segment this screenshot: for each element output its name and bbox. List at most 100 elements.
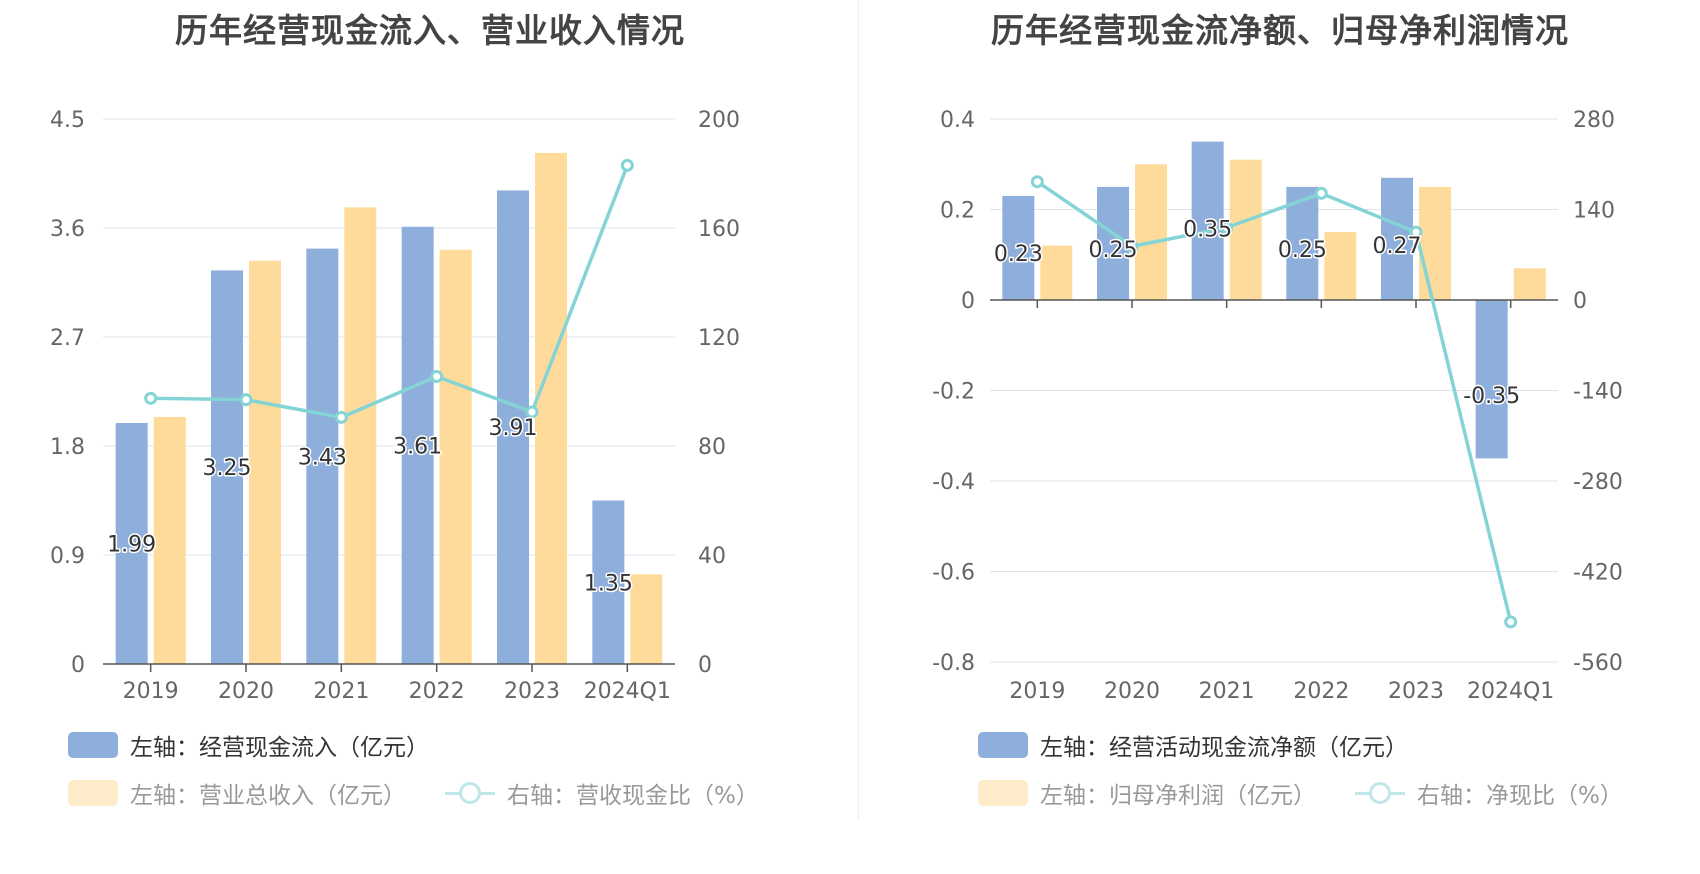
- legend-swatch-blue: [978, 732, 1028, 758]
- bar-cash-inflow-2019: [115, 422, 148, 664]
- bar-net-cash-2024Q1: [1475, 300, 1508, 459]
- line-point-2022: [430, 370, 444, 384]
- left-axis-tick-label: 4.5: [50, 108, 85, 133]
- chart-title: 历年经营现金流净额、归母净利润情况: [991, 11, 1569, 50]
- legend-label: 右轴：营收现金比（%）: [507, 783, 759, 809]
- bar-net-cash-2023: [1381, 177, 1413, 300]
- right-axis-tick-label: 280: [1573, 108, 1615, 133]
- data-label: 0.27: [1373, 234, 1422, 259]
- right-axis-tick-label: 0: [698, 653, 712, 678]
- data-label: 0.35: [1183, 218, 1232, 243]
- bar-revenue-2019: [153, 416, 186, 664]
- bar-revenue-2021: [344, 207, 377, 664]
- left-axis-tick-label: 0.2: [940, 199, 975, 224]
- line-point-2023: [1409, 225, 1423, 239]
- bar-net-cash-2020: [1097, 186, 1129, 300]
- legend-line-icon: [445, 780, 495, 806]
- line-series: [150, 164, 629, 420]
- x-axis-tick-label: 2020: [1104, 679, 1160, 704]
- left-axis-tick-label: 0.9: [50, 544, 85, 569]
- right-axis-tick-label: -140: [1573, 380, 1623, 405]
- chart-panel-net-cash: 历年经营现金流净额、归母净利润情况 -0.8 -0.6 -0.4 -0.2 0 0.2 0.…: [860, 0, 1700, 874]
- bar-net-profit-2023: [1419, 186, 1451, 300]
- chart-panel-cash-inflow: 历年经营现金流入、营业收入情况 0 0.9 1.8 2.7 3.6 4.5 0 40 80 120…: [50, 11, 759, 810]
- x-axis-tick-label: 2023: [1388, 679, 1444, 704]
- legend-label: 左轴：经营现金流入（亿元）: [130, 735, 429, 761]
- right-axis-tick-label: 140: [1573, 199, 1615, 224]
- x-axis-tick-label: 2023: [504, 679, 560, 704]
- x-axis-tick-label: 2022: [1293, 679, 1349, 704]
- legend-swatch-orange: [978, 780, 1028, 806]
- legend-item-cash-ratio[interactable]: 右轴：营收现金比（%）: [445, 776, 759, 810]
- bar-net-cash-2019: [1002, 195, 1035, 300]
- right-axis-tick-label: 40: [698, 544, 726, 569]
- x-axis-tick-label: 2022: [409, 679, 465, 704]
- left-axis-tick-label: 0: [71, 653, 85, 678]
- x-axis-tick-label: 2021: [313, 679, 369, 704]
- legend-item-cash-inflow[interactable]: 左轴：经营现金流入（亿元）: [68, 728, 429, 762]
- gridlines: [103, 118, 675, 556]
- data-label: 3.91: [489, 416, 538, 441]
- legend-item-revenue[interactable]: 左轴：营业总收入（亿元）: [68, 776, 406, 810]
- left-axis-tick-label: 1.8: [50, 435, 85, 460]
- legend-item-net-cash[interactable]: 左轴：经营活动现金流净额（亿元）: [978, 728, 1408, 762]
- left-axis-tick-label: -0.6: [932, 561, 975, 586]
- bar-cash-inflow-2021: [306, 248, 339, 665]
- legend-label: 左轴：营业总收入（亿元）: [130, 783, 406, 809]
- left-axis-tick-label: -0.4: [932, 470, 975, 495]
- bar-net-cash-2021: [1191, 141, 1224, 300]
- data-label: 0.23: [994, 242, 1043, 267]
- bar-cash-inflow-2022: [401, 226, 434, 665]
- chart-title: 历年经营现金流入、营业收入情况: [175, 11, 685, 50]
- line-point-2023: [525, 405, 539, 419]
- data-label: 1.99: [107, 532, 156, 557]
- bar-net-profit-2019: [1040, 245, 1073, 300]
- x-axis-tick-label: 2024Q1: [1467, 679, 1554, 704]
- legend-item-net-profit[interactable]: 左轴：归母净利润（亿元）: [978, 776, 1316, 810]
- line-point-2021: [334, 410, 348, 424]
- x-axis-tick-label: 2020: [218, 679, 274, 704]
- line-point-2022: [1314, 186, 1328, 200]
- panel-divider: [858, 0, 859, 820]
- line-point-2024Q1: [1504, 615, 1518, 629]
- left-axis-tick-label: -0.8: [932, 651, 975, 676]
- bar-cash-inflow-2023: [497, 190, 529, 664]
- right-axis-tick-label: 200: [698, 108, 740, 133]
- bar-net-profit-2020: [1135, 164, 1167, 300]
- x-axis-tick-label: 2021: [1199, 679, 1255, 704]
- right-axis-tick-label: 120: [698, 326, 740, 351]
- legend-item-net-cash-ratio[interactable]: 右轴：净现比（%）: [1355, 776, 1623, 810]
- right-axis-tick-label: -420: [1573, 561, 1623, 586]
- bar-revenue-2023: [535, 152, 567, 664]
- right-axis-tick-label: 0: [1573, 289, 1587, 314]
- bar-revenue-2022: [439, 249, 472, 665]
- legend-line-icon: [1355, 780, 1405, 806]
- data-label: 0.25: [1278, 238, 1327, 263]
- data-label: 0.25: [1089, 238, 1138, 263]
- x-axis-tick-label: 2019: [123, 679, 179, 704]
- data-label: 1.35: [584, 571, 633, 596]
- right-axis-tick-label: 160: [698, 217, 740, 242]
- bar-cash-inflow-2024Q1: [592, 500, 625, 664]
- data-label: 3.61: [393, 434, 442, 459]
- left-axis-tick-label: 2.7: [50, 326, 85, 351]
- bar-revenue-2020: [249, 260, 281, 664]
- data-label: -0.35: [1463, 384, 1520, 409]
- data-label: 3.43: [298, 445, 347, 470]
- x-axis-tick-label: 2024Q1: [584, 679, 671, 704]
- net-cash-chart: -0.8 -0.6 -0.4 -0.2 0 0.2 0.4 -560 -420 -280 -140 0…: [932, 108, 1623, 704]
- cash-inflow-chart: 0 0.9 1.8 2.7 3.6 4.5 0 40 80 120 160 200 2019 2020 20…: [50, 108, 740, 704]
- right-axis-tick-label: -280: [1573, 470, 1623, 495]
- left-axis-tick-label: 3.6: [50, 217, 85, 242]
- bar-revenue-2024Q1: [630, 574, 663, 664]
- left-axis-tick-label: -0.2: [932, 380, 975, 405]
- bar-net-profit-2022: [1324, 232, 1357, 300]
- data-label: 3.25: [203, 456, 252, 481]
- legend-label: 右轴：净现比（%）: [1417, 783, 1623, 809]
- line-point-2021: [1220, 221, 1234, 235]
- left-axis-tick-label: 0.4: [940, 108, 975, 133]
- legend-label: 左轴：经营活动现金流净额（亿元）: [1040, 735, 1408, 761]
- line-point-2020: [1125, 239, 1139, 253]
- left-axis-tick-label: 0: [961, 289, 975, 314]
- right-axis-tick-label: 80: [698, 435, 726, 460]
